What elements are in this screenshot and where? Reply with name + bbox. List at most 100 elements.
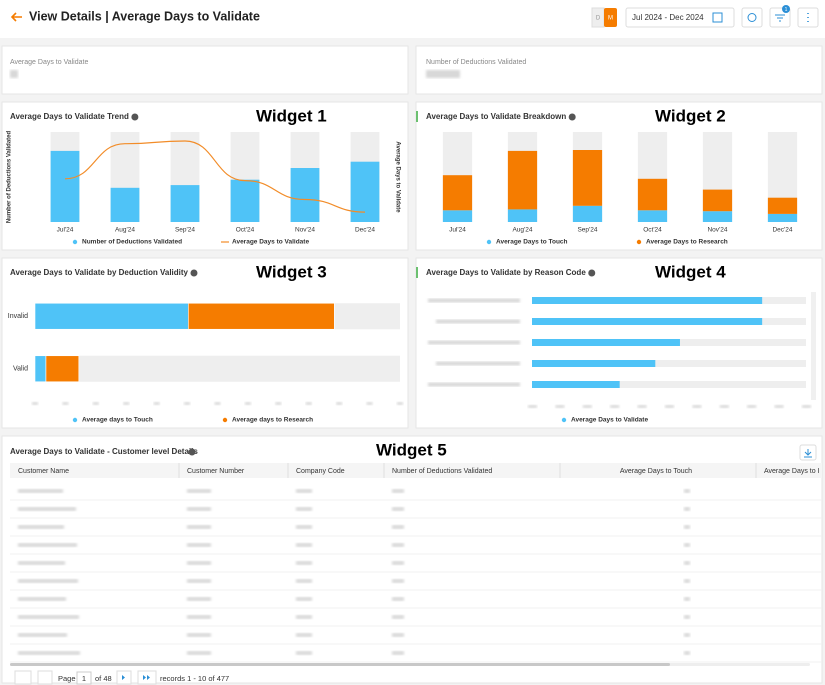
refresh-icon <box>747 13 757 22</box>
tick-label-blurred <box>528 405 537 408</box>
tick-label-blurred <box>747 405 757 408</box>
cell-blurred <box>392 561 404 565</box>
help-icon <box>568 113 576 121</box>
bar-segment <box>34 302 189 330</box>
first-page-button[interactable] <box>14 670 32 685</box>
pager-icons <box>122 675 150 680</box>
x-tick-label: Nov'24 <box>295 227 315 234</box>
cell-blurred <box>684 543 690 547</box>
legend-label: Number of Deductions Validated <box>82 239 182 246</box>
help-icon <box>188 448 196 456</box>
cell-blurred <box>684 561 690 565</box>
widget-label: Widget 5 <box>376 440 447 459</box>
widget-title: Average Days to Validate by Reason Code <box>426 268 586 277</box>
cell-blurred <box>187 489 211 493</box>
legend-swatch <box>486 239 492 245</box>
legend-label: Average days to Research <box>232 417 313 424</box>
cell-blurred <box>684 579 690 583</box>
kpi-card <box>415 45 823 95</box>
cell-blurred <box>392 525 404 529</box>
tick-label-blurred <box>610 405 620 408</box>
tick-label-blurred <box>719 405 729 408</box>
back-icon[interactable] <box>10 12 22 22</box>
cell-blurred <box>18 489 63 493</box>
page-title: View Details | Average Days to Validate <box>29 9 260 23</box>
prev-page-button[interactable] <box>37 670 53 685</box>
refresh-button[interactable] <box>741 7 763 28</box>
legend-label: Average Days to Touch <box>496 239 568 246</box>
legend-label: Average Days to Validate <box>232 239 309 246</box>
bar <box>110 187 140 222</box>
tick-label-blurred <box>123 402 130 405</box>
kpi-card <box>1 45 409 95</box>
bar-segment <box>637 210 668 222</box>
toggle-m[interactable] <box>604 8 617 27</box>
x-tick-label: Aug'24 <box>512 227 532 234</box>
tick-label-blurred <box>397 402 403 405</box>
cell-blurred <box>187 597 211 601</box>
accent <box>416 267 418 278</box>
cell-blurred <box>296 579 312 583</box>
column-header: Company Code <box>296 468 345 475</box>
kpi-label: Average Days to Validate <box>10 59 88 66</box>
cell-blurred <box>296 597 312 601</box>
widget-label: Widget 3 <box>256 262 327 281</box>
table-rows <box>10 489 822 663</box>
filter-badge <box>782 5 790 13</box>
cell-blurred <box>18 579 78 583</box>
x-tick-label: Oct'24 <box>643 227 662 234</box>
cell-blurred <box>187 543 211 547</box>
cell-blurred <box>296 489 312 493</box>
bar-segment <box>702 189 733 212</box>
tick-label-blurred <box>555 405 565 408</box>
widget-label: Widget 2 <box>655 106 726 125</box>
x-tick-label: Jul'24 <box>57 227 74 234</box>
cell-blurred <box>684 507 690 511</box>
widget-title: Average Days to Validate Trend <box>10 112 129 121</box>
date-picker[interactable] <box>625 7 735 28</box>
bar-segment <box>572 150 603 206</box>
x-tick-label: Sep'24 <box>577 227 597 234</box>
cell-blurred <box>392 507 404 511</box>
download-icon <box>804 449 812 458</box>
tick-label-blurred <box>774 405 784 408</box>
legend-label: Average Days to Validate <box>571 417 648 424</box>
scrollbar <box>811 292 816 400</box>
cell-blurred <box>684 525 690 529</box>
legend-swatch <box>561 417 567 423</box>
x-tick-label: Dec'24 <box>772 227 792 234</box>
table-header <box>10 463 822 478</box>
bar <box>532 297 763 304</box>
tick-label-blurred <box>32 402 38 405</box>
bar-segment <box>507 150 538 210</box>
page-input[interactable] <box>76 671 92 685</box>
category-label-blurred <box>436 319 520 324</box>
cell-blurred <box>18 615 79 619</box>
cell-blurred <box>18 651 80 655</box>
tick-label-blurred <box>184 402 191 405</box>
tick-label-blurred <box>92 402 99 405</box>
scrollbar-thumb[interactable] <box>10 663 670 666</box>
widget-label: Widget 4 <box>655 262 726 281</box>
legend-swatch <box>636 239 642 245</box>
cell-blurred <box>392 651 404 655</box>
bar-track <box>532 381 806 388</box>
cell-blurred <box>187 561 211 565</box>
column-header: Customer Number <box>187 468 245 475</box>
cell-blurred <box>684 489 690 493</box>
bar-segment <box>442 175 473 211</box>
cell-blurred <box>392 579 404 583</box>
tick-label-blurred <box>366 402 373 405</box>
bar-segment <box>45 355 80 383</box>
cell-blurred <box>296 507 312 511</box>
tick-label-blurred <box>665 405 674 408</box>
x-tick-label: Dec'24 <box>355 227 375 234</box>
cell-blurred <box>18 633 67 637</box>
bar-segment <box>34 355 47 383</box>
category-label-blurred <box>436 361 520 366</box>
cell-blurred <box>392 543 404 547</box>
legend-label: Average days to Touch <box>82 417 153 424</box>
legend-swatch <box>222 417 228 423</box>
x-tick-label: Nov'24 <box>707 227 727 234</box>
